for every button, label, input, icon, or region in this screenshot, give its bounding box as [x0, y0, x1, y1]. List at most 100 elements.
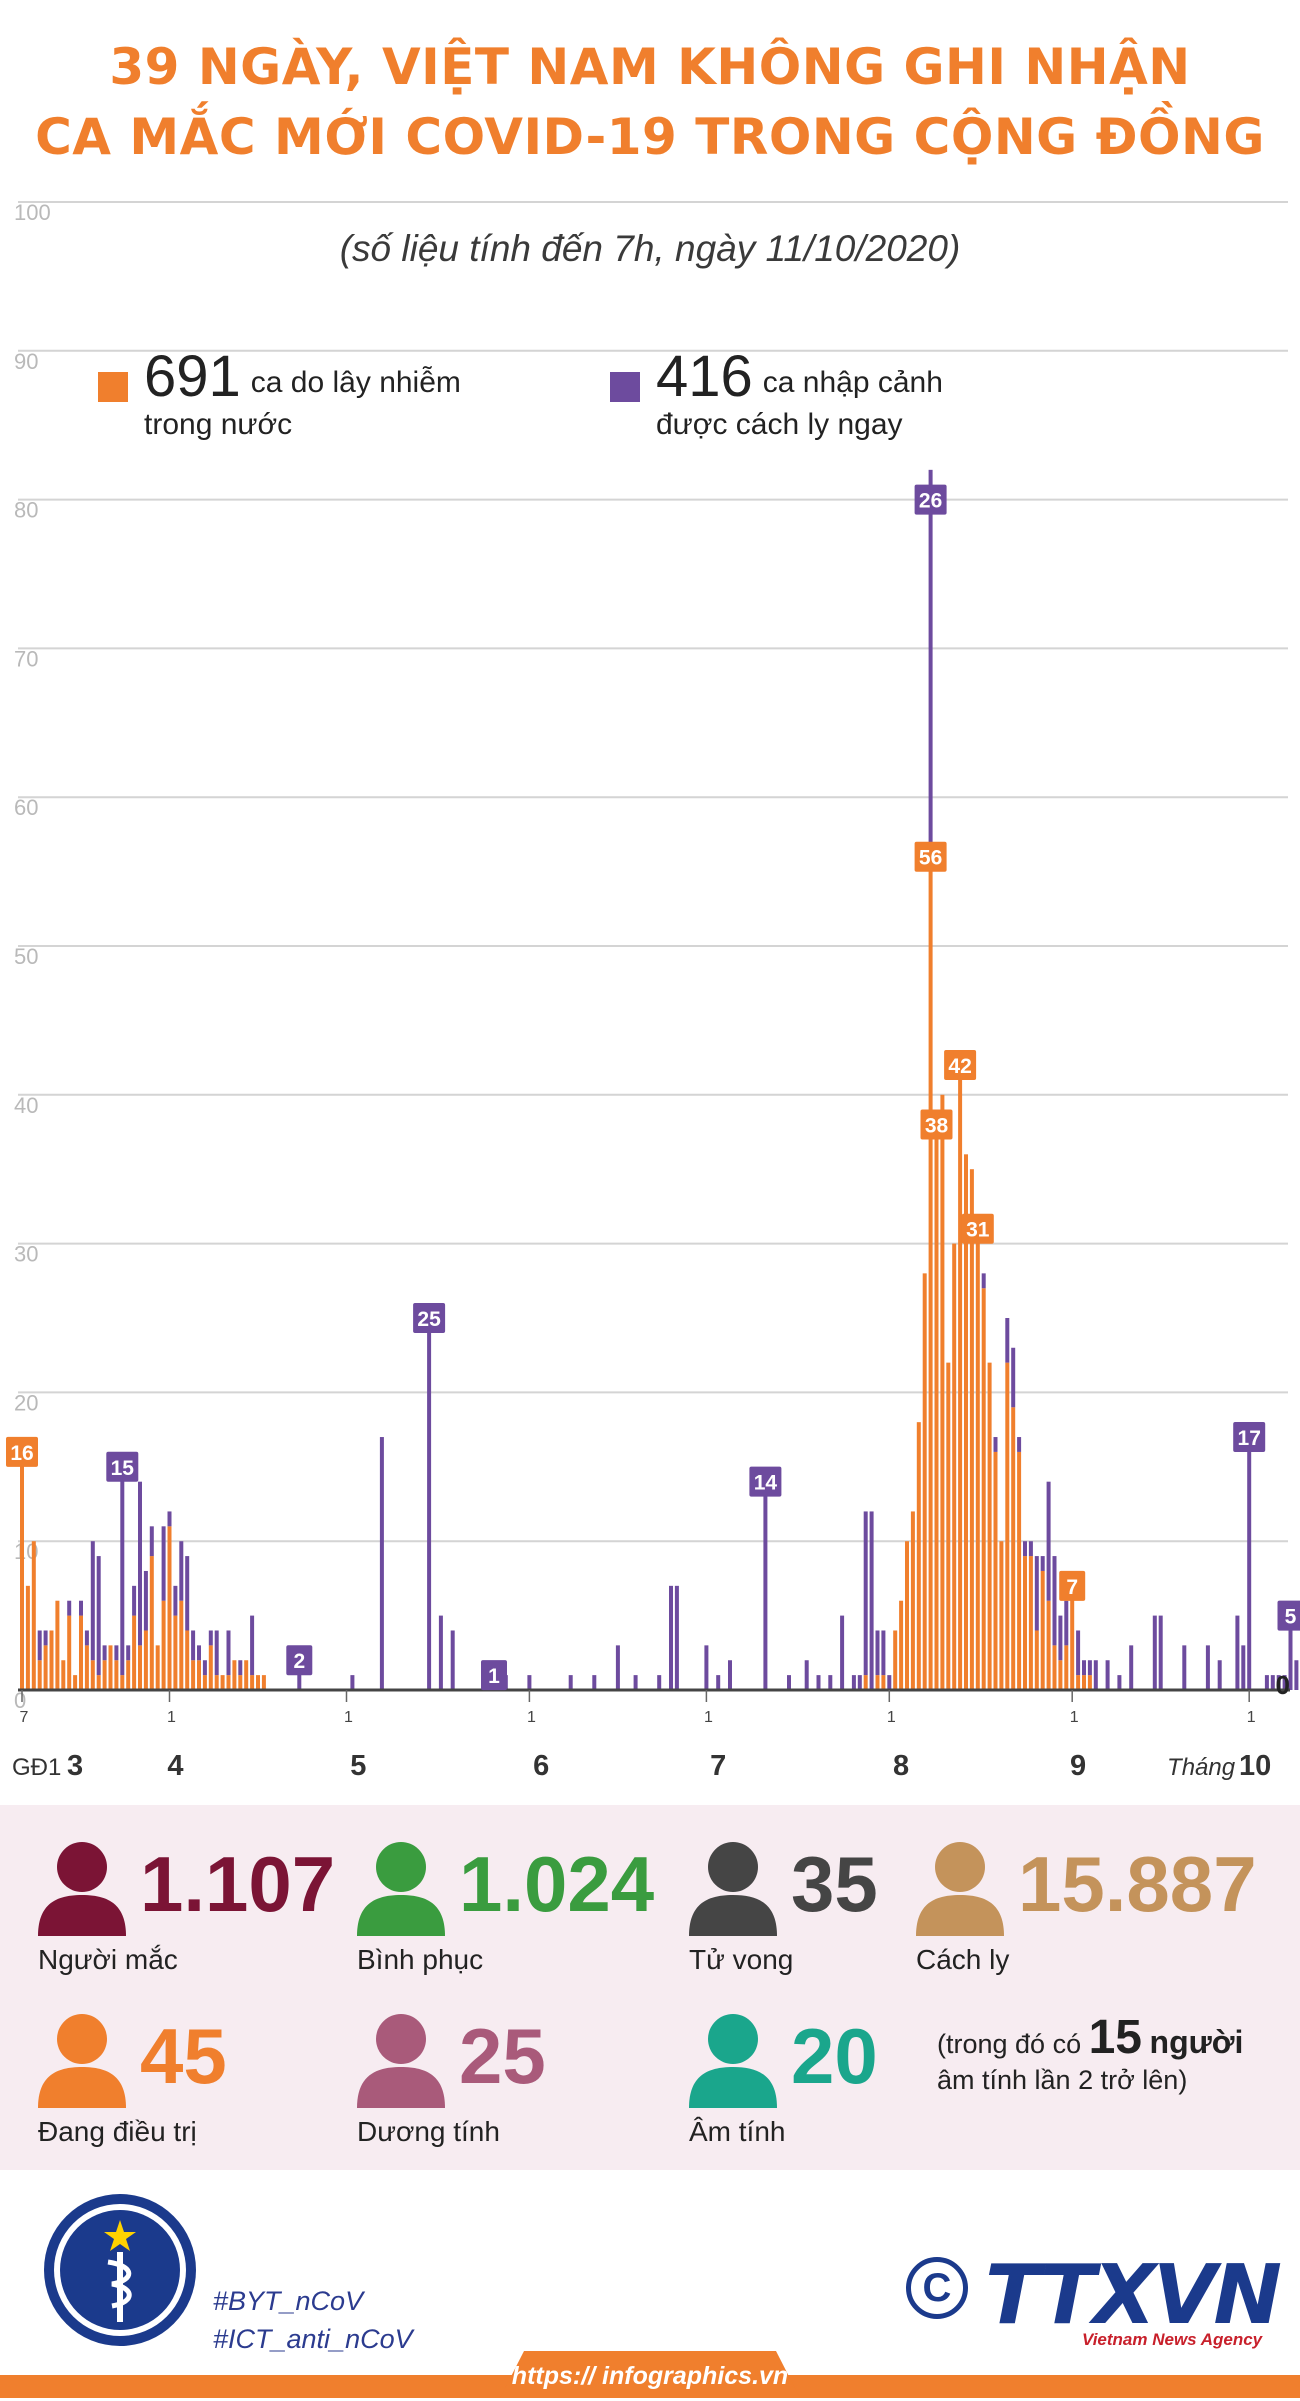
bar-domestic — [864, 1675, 868, 1690]
website-link[interactable]: https:// infographics.vn — [500, 2351, 800, 2398]
bar-imported — [1218, 1660, 1222, 1690]
bar-imported — [250, 1616, 254, 1676]
bar-imported — [103, 1645, 107, 1660]
data-label: 42 — [948, 1055, 971, 1078]
bar-imported — [1023, 1541, 1027, 1556]
hashtag-ict: #ICT_anti_nCoV — [213, 2320, 413, 2358]
bar-imported — [569, 1675, 573, 1690]
stat-recovered-label: Bình phục — [357, 1944, 483, 1976]
bar-domestic — [923, 1273, 927, 1690]
stat-quarantine-label: Cách ly — [916, 1944, 1009, 1976]
x-tick-label: 1 — [344, 1709, 353, 1726]
bar-imported — [675, 1586, 679, 1690]
bar-domestic — [1088, 1675, 1092, 1690]
bar-domestic — [50, 1630, 54, 1690]
bar-imported — [1235, 1616, 1239, 1690]
bar-imported — [238, 1660, 242, 1675]
bar-imported — [1247, 1437, 1251, 1690]
bar-domestic — [935, 1125, 939, 1690]
bar-imported — [870, 1511, 874, 1690]
person-icon — [916, 1840, 1004, 1936]
stat-negative-label: Âm tính — [689, 2116, 785, 2148]
bar-imported — [97, 1556, 101, 1675]
bar-domestic — [227, 1675, 231, 1690]
bar-imported — [1088, 1660, 1092, 1675]
bar-imported — [1005, 1318, 1009, 1363]
bar-domestic — [144, 1630, 148, 1690]
month-label: 10 — [1239, 1750, 1271, 1782]
bar-domestic — [85, 1645, 89, 1690]
bar-imported — [168, 1511, 172, 1526]
bar-domestic — [940, 1095, 944, 1690]
bar-imported — [592, 1675, 596, 1690]
y-tick-label: 80 — [14, 498, 38, 523]
x-tick-label: 1 — [704, 1709, 713, 1726]
bar-imported — [1017, 1437, 1021, 1452]
bar-imported — [787, 1675, 791, 1690]
bar-domestic — [238, 1675, 242, 1690]
bar-domestic — [911, 1511, 915, 1690]
bar-imported — [227, 1630, 231, 1675]
bar-imported — [982, 1273, 986, 1288]
x-tick-label: 1 — [1247, 1709, 1256, 1726]
bar-imported — [380, 1437, 384, 1690]
data-label: 15 — [111, 1457, 135, 1480]
bar-imported — [1041, 1556, 1045, 1571]
bar-domestic — [67, 1616, 71, 1690]
month-label: 3 — [67, 1750, 83, 1782]
bar-domestic — [1041, 1571, 1045, 1690]
stat-positive-value: 25 — [459, 2008, 546, 2104]
data-label: 5 — [1285, 1606, 1297, 1629]
bar-domestic — [994, 1452, 998, 1690]
stat-recovered-value: 1.024 — [459, 1836, 654, 1932]
bar-imported — [162, 1526, 166, 1600]
month-label: 7 — [710, 1750, 726, 1782]
bar-domestic — [1076, 1675, 1080, 1690]
bar-domestic — [946, 1363, 950, 1690]
data-label: 17 — [1238, 1427, 1261, 1450]
bar-domestic — [893, 1630, 897, 1690]
person-icon — [38, 2012, 126, 2108]
bar-domestic — [173, 1616, 177, 1690]
bar-imported — [840, 1616, 844, 1690]
bar-domestic — [44, 1645, 48, 1690]
stat-cases-value: 1.107 — [140, 1836, 335, 1932]
x-tick-label: 1 — [1070, 1709, 1079, 1726]
bar-domestic — [982, 1288, 986, 1690]
bar-imported — [929, 470, 933, 857]
month-label: 4 — [167, 1750, 183, 1782]
data-label: 38 — [925, 1115, 949, 1138]
bar-imported — [350, 1675, 354, 1690]
bar-domestic — [197, 1660, 201, 1690]
bar-imported — [1064, 1601, 1068, 1646]
bar-domestic — [55, 1601, 59, 1690]
data-label: 2 — [293, 1650, 305, 1673]
bar-domestic — [162, 1601, 166, 1690]
y-tick-label: 20 — [14, 1390, 38, 1415]
bar-imported — [1058, 1616, 1062, 1661]
bar-imported — [669, 1586, 673, 1690]
legend-domestic-text2: trong nước — [144, 408, 292, 442]
legend-swatch-imported — [610, 372, 640, 402]
bar-imported — [1053, 1556, 1057, 1645]
bar-imported — [38, 1630, 42, 1660]
legend-imported-text1: ca nhập cảnh — [763, 366, 943, 400]
bar-domestic — [185, 1630, 189, 1690]
bar-domestic — [103, 1660, 107, 1690]
bar-imported — [79, 1601, 83, 1616]
bar-imported — [1206, 1645, 1210, 1690]
bar-imported — [1294, 1660, 1298, 1690]
legend-domestic-text1: ca do lây nhiễm — [251, 366, 461, 400]
bar-imported — [763, 1482, 767, 1690]
bar-imported — [1153, 1616, 1157, 1690]
bar-domestic — [26, 1586, 30, 1690]
bar-imported — [1011, 1348, 1015, 1408]
bar-imported — [881, 1630, 885, 1675]
phase-label: GĐ1 — [12, 1754, 61, 1781]
data-label: 14 — [754, 1472, 778, 1495]
bar-domestic — [929, 857, 933, 1690]
note-word: người — [1150, 2024, 1244, 2060]
bar-imported — [634, 1675, 638, 1690]
month-label: 9 — [1070, 1750, 1086, 1782]
bar-imported — [887, 1675, 891, 1690]
